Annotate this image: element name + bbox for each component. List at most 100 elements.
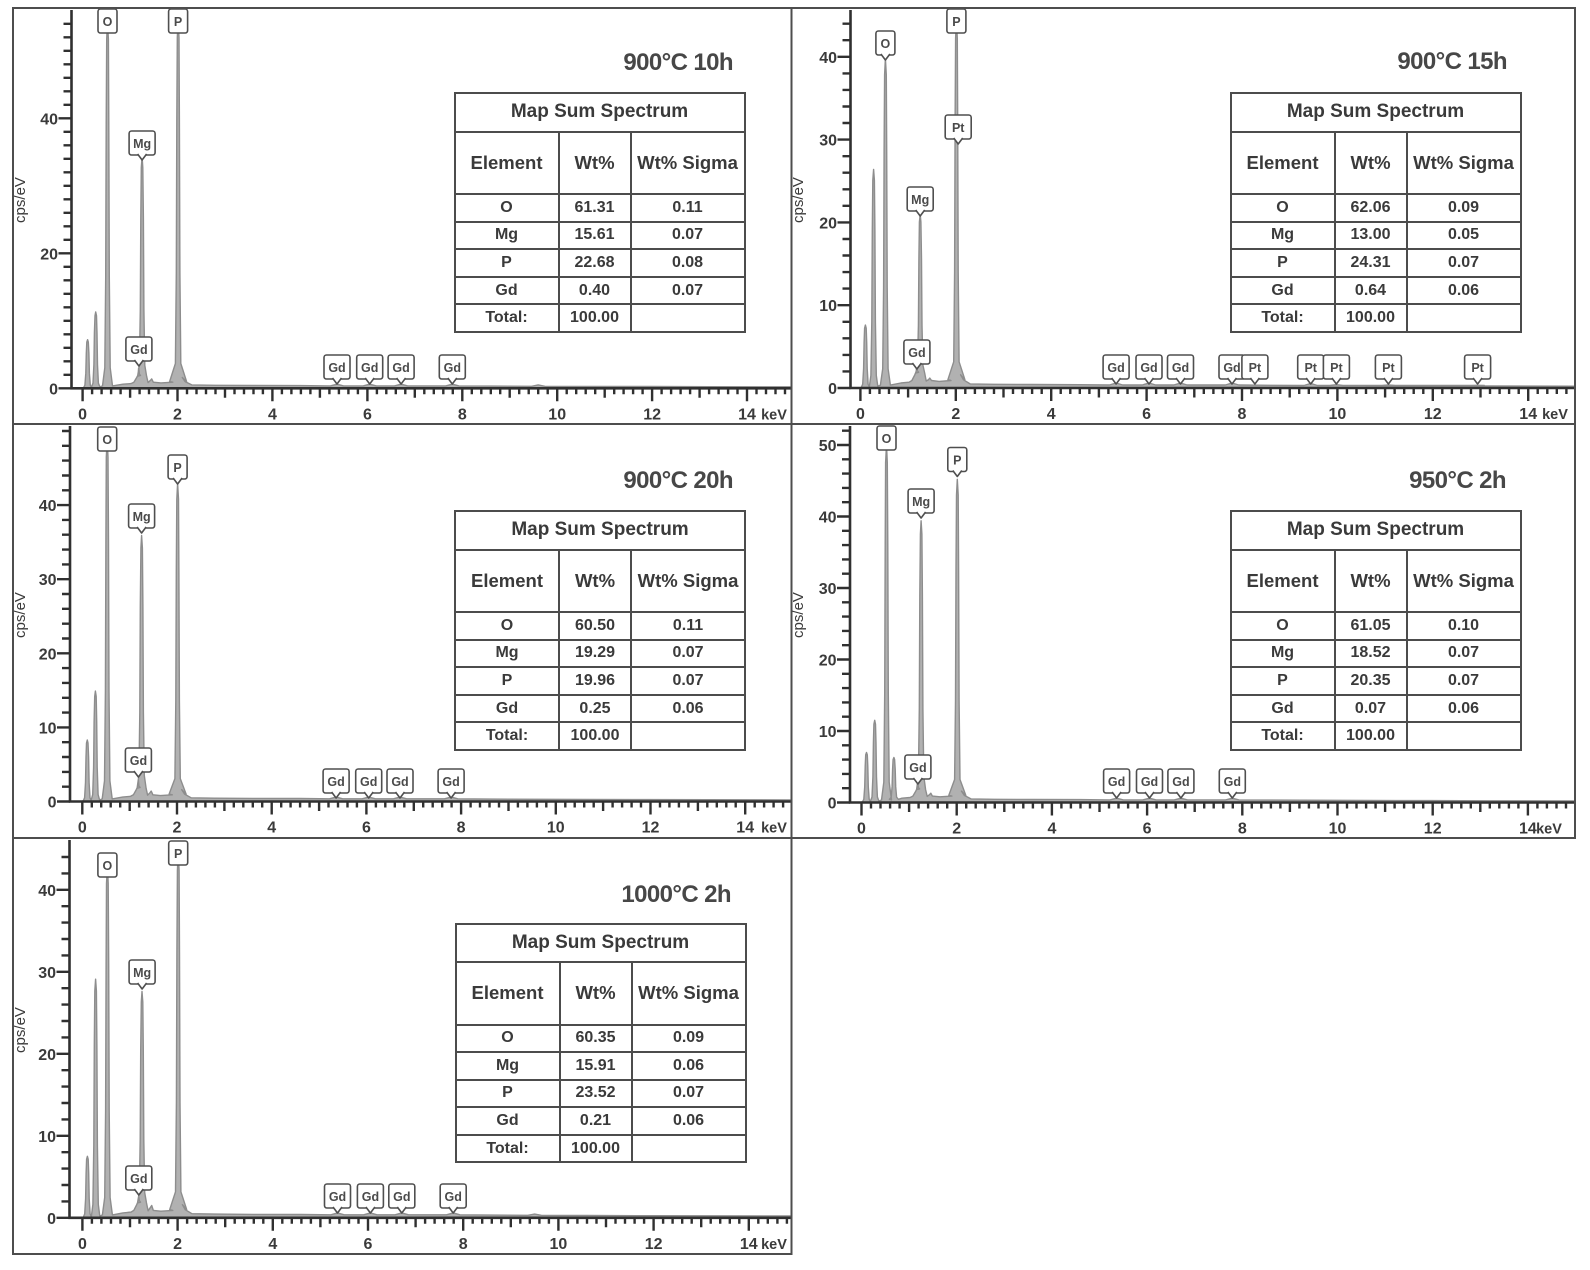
svg-text:6: 6 [362,820,371,837]
svg-text:Gd: Gd [393,1190,410,1204]
svg-text:cps/eV: cps/eV [790,177,807,223]
svg-text:20: 20 [819,653,837,670]
svg-text:Gd: Gd [444,361,461,375]
svg-text:14: 14 [1519,406,1537,423]
svg-text:30: 30 [38,965,56,982]
svg-text:12: 12 [642,820,660,837]
svg-text:12: 12 [643,406,661,423]
svg-text:4: 4 [1047,821,1056,838]
svg-text:Gd: Gd [391,775,408,789]
svg-text:2: 2 [173,1236,182,1253]
svg-text:14: 14 [736,820,754,837]
svg-text:0: 0 [48,795,57,812]
svg-text:P: P [174,15,182,29]
svg-text:Gd: Gd [1172,361,1189,375]
svg-text:8: 8 [1238,821,1247,838]
svg-text:Mg: Mg [133,137,151,151]
svg-text:950°C 2h: 950°C 2h [1409,467,1506,494]
svg-text:0: 0 [78,1236,87,1253]
svg-text:Gd: Gd [1223,361,1240,375]
svg-text:6: 6 [1143,821,1152,838]
svg-text:40: 40 [819,510,837,527]
svg-text:14: 14 [1519,821,1537,838]
svg-text:Gd: Gd [1108,775,1125,789]
svg-text:keV: keV [761,1237,787,1253]
svg-text:O: O [881,37,891,51]
svg-text:2: 2 [173,406,182,423]
svg-text:0: 0 [49,381,58,398]
svg-text:12: 12 [1424,821,1442,838]
svg-text:Mg: Mg [133,510,151,524]
svg-text:10: 10 [39,720,57,737]
svg-text:8: 8 [459,1236,468,1253]
svg-text:Gd: Gd [1172,775,1189,789]
svg-text:Gd: Gd [362,1190,379,1204]
svg-text:10: 10 [819,724,837,741]
svg-text:Pt: Pt [1471,361,1484,375]
svg-text:Gd: Gd [1224,775,1241,789]
svg-text:20: 20 [39,646,57,663]
svg-text:4: 4 [1047,406,1056,423]
svg-text:30: 30 [39,572,57,589]
svg-text:Gd: Gd [130,343,147,357]
svg-text:10: 10 [1329,406,1347,423]
svg-text:6: 6 [364,1236,373,1253]
svg-text:0: 0 [78,406,87,423]
svg-text:8: 8 [1238,406,1247,423]
svg-text:6: 6 [1142,406,1151,423]
svg-text:P: P [174,847,182,861]
svg-text:8: 8 [458,406,467,423]
svg-text:50: 50 [819,438,837,455]
svg-text:Gd: Gd [130,1172,147,1186]
svg-text:P: P [952,15,960,29]
svg-text:2: 2 [951,406,960,423]
svg-text:Pt: Pt [1382,361,1395,375]
svg-text:Gd: Gd [360,775,377,789]
svg-text:Gd: Gd [909,761,926,775]
svg-text:40: 40 [819,50,837,67]
svg-text:P: P [953,454,961,468]
svg-text:10: 10 [38,1129,56,1146]
svg-text:30: 30 [819,133,837,150]
svg-text:0: 0 [828,381,837,398]
svg-text:6: 6 [363,406,372,423]
svg-text:2: 2 [952,821,961,838]
svg-text:10: 10 [819,298,837,315]
svg-text:900°C 10h: 900°C 10h [623,49,733,76]
svg-text:12: 12 [1424,406,1442,423]
svg-text:0: 0 [828,796,837,813]
svg-text:1000°C 2h: 1000°C 2h [621,881,731,908]
svg-text:Gd: Gd [908,346,925,360]
svg-text:Gd: Gd [445,1190,462,1204]
svg-text:10: 10 [547,820,565,837]
svg-text:20: 20 [819,215,837,232]
svg-text:cps/eV: cps/eV [12,177,29,223]
svg-text:4: 4 [268,406,277,423]
svg-text:Gd: Gd [328,361,345,375]
svg-text:Mg: Mg [911,193,929,207]
svg-text:Gd: Gd [361,361,378,375]
svg-text:Gd: Gd [130,754,147,768]
svg-text:0: 0 [78,820,87,837]
svg-text:Pt: Pt [1249,361,1262,375]
svg-text:Gd: Gd [442,775,459,789]
svg-text:8: 8 [457,820,466,837]
svg-text:14: 14 [740,1236,758,1253]
svg-text:Pt: Pt [952,121,965,135]
svg-text:O: O [882,432,892,446]
svg-text:O: O [103,859,113,873]
svg-text:keV: keV [761,407,787,423]
svg-text:0: 0 [857,821,866,838]
svg-text:20: 20 [38,1047,56,1064]
svg-text:Gd: Gd [392,361,409,375]
svg-text:cps/eV: cps/eV [790,592,807,638]
svg-text:Gd: Gd [327,775,344,789]
svg-text:10: 10 [550,1236,568,1253]
svg-text:10: 10 [548,406,566,423]
svg-text:12: 12 [645,1236,663,1253]
svg-text:20: 20 [40,246,58,263]
svg-text:Pt: Pt [1304,361,1317,375]
svg-text:14: 14 [738,406,756,423]
svg-text:900°C 20h: 900°C 20h [623,467,733,494]
svg-text:40: 40 [39,498,57,515]
